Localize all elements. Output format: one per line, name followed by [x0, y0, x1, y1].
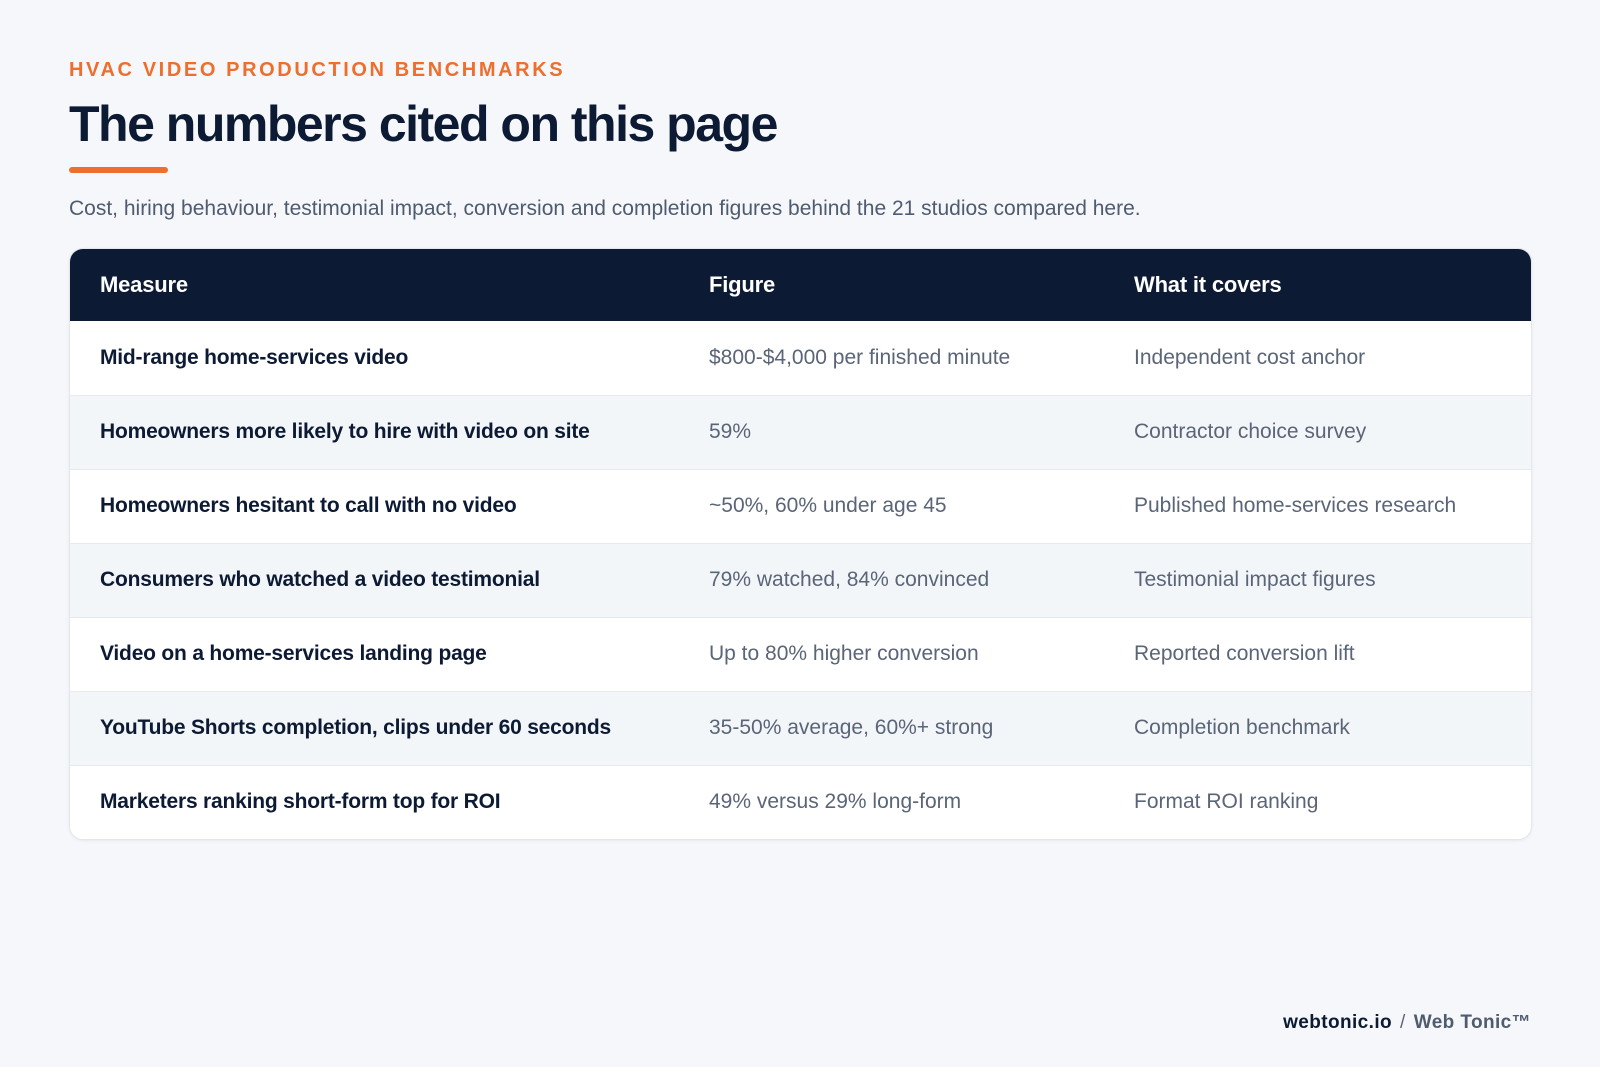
covers-cell: Reported conversion lift: [1134, 642, 1355, 665]
covers-cell: Testimonial impact figures: [1134, 568, 1376, 591]
eyebrow-label: HVAC VIDEO PRODUCTION BENCHMARKS: [69, 59, 566, 81]
covers-cell: Published home-services research: [1134, 494, 1457, 517]
table-header: Measure Figure What it covers: [70, 249, 1531, 321]
figure-cell: 59%: [709, 420, 752, 443]
column-header-figure: Figure: [709, 272, 776, 297]
measure-cell: Consumers who watched a video testimonia…: [100, 568, 540, 591]
figure-cell: 79% watched, 84% convinced: [709, 568, 990, 591]
figure-cell: ~50%, 60% under age 45: [709, 494, 947, 517]
footer-brand: Web Tonic™: [1413, 1012, 1531, 1033]
measure-cell: Video on a home-services landing page: [100, 642, 487, 665]
table-row: Consumers who watched a video testimonia…: [70, 543, 1531, 617]
covers-cell: Contractor choice survey: [1134, 420, 1367, 443]
table-row: Mid-range home-services video $800-$4,00…: [70, 321, 1531, 395]
measure-cell: YouTube Shorts completion, clips under 6…: [100, 716, 612, 739]
covers-cell: Format ROI ranking: [1134, 790, 1319, 814]
figure-cell: Up to 80% higher conversion: [709, 642, 979, 665]
figure-cell: 49% versus 29% long-form: [709, 790, 962, 814]
measure-cell: Mid-range home-services video: [100, 345, 409, 369]
title-accent-rule: [69, 167, 168, 173]
measure-cell: Homeowners hesitant to call with no vide…: [100, 494, 517, 517]
table-body: Mid-range home-services video $800-$4,00…: [70, 321, 1531, 839]
table-row: Homeowners more likely to hire with vide…: [70, 395, 1531, 469]
column-header-covers: What it covers: [1134, 272, 1282, 297]
covers-cell: Completion benchmark: [1134, 716, 1350, 739]
benchmarks-table-card: Measure Figure What it covers Mid-range …: [69, 248, 1532, 840]
measure-cell: Homeowners more likely to hire with vide…: [100, 420, 590, 443]
footer-separator: /: [1400, 1012, 1406, 1033]
table-row: YouTube Shorts completion, clips under 6…: [70, 691, 1531, 765]
benchmarks-page: HVAC VIDEO PRODUCTION BENCHMARKS The num…: [69, 58, 1532, 840]
figure-cell: 35-50% average, 60%+ strong: [709, 716, 994, 739]
covers-cell: Independent cost anchor: [1134, 345, 1366, 369]
table-row: Homeowners hesitant to call with no vide…: [70, 469, 1531, 543]
measure-cell: Marketers ranking short-form top for ROI: [100, 790, 501, 814]
figure-cell: $800-$4,000 per finished minute: [709, 345, 1011, 369]
footer-credit: webtonic.io / Web Tonic™: [1283, 1012, 1531, 1034]
footer-site-link[interactable]: webtonic.io: [1283, 1012, 1393, 1033]
table-row: Video on a home-services landing page Up…: [70, 617, 1531, 691]
benchmarks-table: Measure Figure What it covers Mid-range …: [70, 249, 1531, 839]
table-header-row: Measure Figure What it covers: [70, 249, 1531, 321]
table-row: Marketers ranking short-form top for ROI…: [70, 765, 1531, 839]
page-subtitle: Cost, hiring behaviour, testimonial impa…: [69, 197, 1141, 220]
page-title: The numbers cited on this page: [69, 96, 778, 152]
column-header-measure: Measure: [100, 272, 188, 297]
